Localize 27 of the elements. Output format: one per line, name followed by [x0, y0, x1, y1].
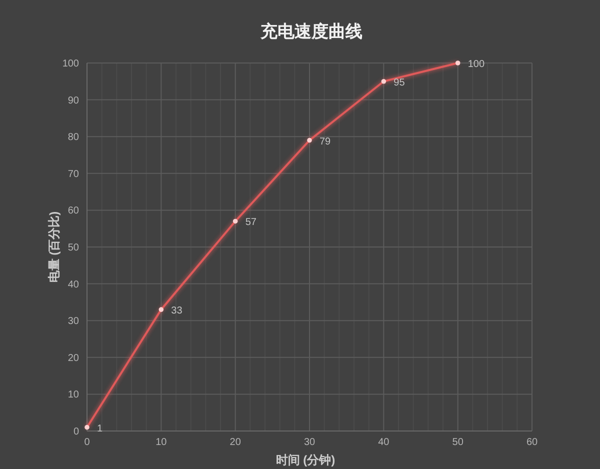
y-axis-title: 电量 (百分比) — [47, 211, 61, 283]
x-tick-label: 20 — [230, 437, 242, 448]
data-label: 95 — [394, 77, 406, 88]
x-tick-label: 30 — [304, 437, 316, 448]
data-label: 33 — [171, 306, 183, 317]
y-tick-label: 30 — [68, 316, 80, 328]
y-tick-label: 40 — [68, 279, 80, 290]
data-label: 79 — [320, 136, 332, 148]
x-tick-label: 0 — [84, 437, 90, 448]
x-tick-label: 50 — [452, 437, 464, 448]
y-tick-label: 60 — [68, 206, 80, 217]
y-tick-label: 50 — [68, 242, 80, 254]
x-axis-title: 时间 (分钟) — [276, 453, 336, 467]
y-tick-label: 10 — [68, 390, 80, 401]
y-tick-label: 70 — [68, 168, 80, 180]
y-tick-label: 90 — [68, 95, 80, 106]
data-label: 1 — [97, 423, 103, 434]
x-tick-label: 10 — [156, 437, 168, 448]
chart-title: 充电速度曲线 — [260, 22, 362, 41]
y-tick-label: 20 — [68, 352, 80, 364]
data-label: 57 — [245, 217, 257, 228]
data-label: 100 — [468, 59, 485, 70]
y-tick-label: 0 — [73, 426, 80, 438]
x-tick-label: 60 — [526, 437, 538, 448]
x-tick-label: 40 — [378, 437, 390, 448]
y-tick-label: 80 — [68, 132, 80, 144]
y-tick-label: 100 — [62, 58, 80, 70]
